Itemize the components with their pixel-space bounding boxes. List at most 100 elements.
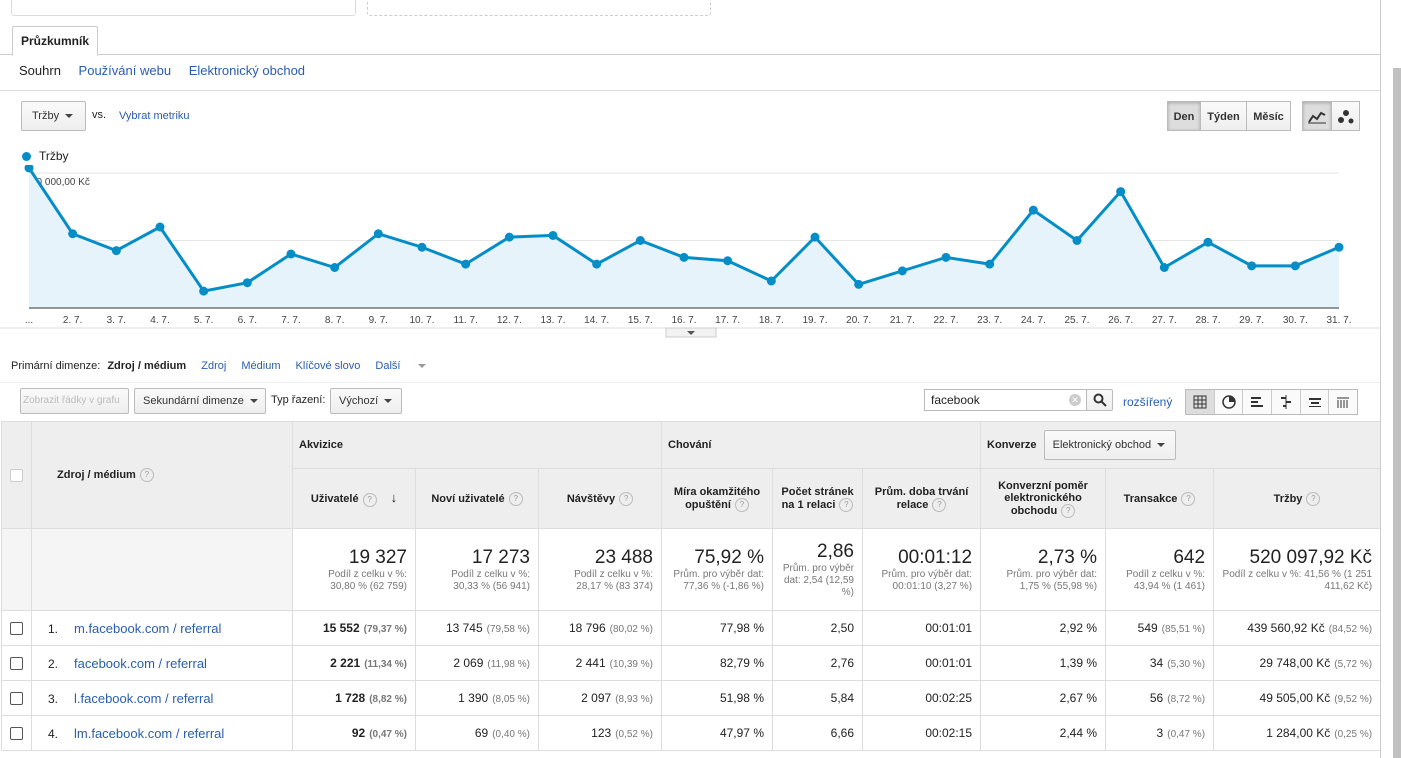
conversion-select[interactable]: Elektronický obchod	[1043, 430, 1177, 460]
data-point	[286, 249, 296, 259]
metric-select[interactable]: Tržby	[21, 101, 86, 131]
data-point	[1028, 205, 1038, 215]
row-visits-value: 2 097	[581, 691, 612, 705]
segment-box[interactable]	[11, 0, 356, 16]
row-source-link[interactable]: lm.facebook.com / referral	[74, 725, 225, 741]
revenue-line-chart: 40 000,00 Kč20 000,00 Kč...2. 7.3. 7.4. …	[0, 165, 1380, 338]
row-users-pct: (79,37 %)	[363, 624, 407, 635]
col-duration-label: Prům. doba trvání relace	[874, 485, 969, 511]
bar-view-icon[interactable]	[1243, 390, 1273, 414]
motion-chart-icon[interactable]	[1331, 101, 1360, 131]
x-tick-label: 3. 7.	[107, 315, 126, 326]
x-tick-label: 18. 7.	[759, 315, 784, 326]
row-rev-value: 49 505,00 Kč	[1259, 691, 1331, 705]
primary-dimension-bar: Primární dimenze: Zdroj / médium Zdroj M…	[11, 360, 450, 372]
col-users[interactable]: Uživatelé? ↓	[292, 468, 416, 529]
search-icon[interactable]	[1086, 389, 1113, 411]
data-point	[592, 259, 602, 269]
x-tick-label: 16. 7.	[671, 315, 696, 326]
primary-dimension-label: Primární dimenze:	[11, 360, 101, 372]
line-chart-icon[interactable]	[1302, 101, 1332, 131]
dimension-medium[interactable]: Médium	[241, 360, 281, 372]
legend-dot	[22, 152, 31, 162]
col-bounce-rate[interactable]: Míra okamžitého opuštění?	[661, 468, 773, 529]
total-value: 00:01:12	[898, 546, 973, 568]
row-conversion: 2,44 %	[980, 715, 1107, 751]
dimension-header[interactable]: Zdroj / médium?	[31, 421, 293, 529]
row-new-users: 69 (0,40 %)	[415, 715, 539, 751]
row-trans-value: 34	[1149, 656, 1164, 670]
dimension-header-label: Zdroj / médium	[57, 468, 136, 481]
advanced-filter-link[interactable]: rozšířený	[1123, 395, 1173, 409]
period-month-button[interactable]: Měsíc	[1246, 101, 1291, 131]
subtab-site-usage[interactable]: Používání webu	[78, 63, 172, 78]
subtab-ecommerce[interactable]: Elektronický obchod	[188, 63, 306, 78]
subtab-summary[interactable]: Souhrn	[19, 63, 61, 78]
row-new-value: 13 745	[445, 621, 483, 635]
period-day-button[interactable]: Den	[1167, 101, 1201, 131]
comparison-view-icon[interactable]	[1272, 390, 1301, 414]
row-pages: 2,76	[772, 645, 863, 681]
x-tick-label: 8. 7.	[325, 315, 344, 326]
help-icon: ?	[932, 497, 947, 512]
col-revenue[interactable]: Tržby?	[1213, 468, 1382, 529]
select-metric-link[interactable]: Vybrat metriku	[119, 110, 190, 122]
col-pages-per-session[interactable]: Počet stránek na 1 relaci?	[772, 468, 863, 529]
add-segment-box[interactable]	[367, 0, 711, 16]
col-avg-duration[interactable]: Prům. doba trvání relace?	[861, 468, 982, 529]
series-area	[29, 167, 1339, 308]
table-view-icon[interactable]	[1186, 390, 1215, 414]
row-new-pct: (8,05 %)	[492, 694, 530, 705]
row-checkbox[interactable]	[10, 622, 23, 636]
row-checkbox[interactable]	[10, 692, 23, 706]
dimension-more[interactable]: Další	[375, 360, 438, 372]
col-conversion-rate[interactable]: Konverzní poměr elektronického obchodu?	[980, 468, 1107, 529]
col-visits[interactable]: Návštěvy?	[538, 468, 662, 529]
select-all-checkbox[interactable]	[10, 468, 23, 482]
data-point	[417, 242, 427, 252]
secondary-dimension-select[interactable]: Sekundární dimenze	[134, 388, 266, 414]
tab-explorer[interactable]: Průzkumník	[12, 26, 99, 56]
data-point	[1203, 237, 1213, 247]
x-tick-label: 12. 7.	[497, 315, 522, 326]
row-source-link[interactable]: m.facebook.com / referral	[74, 620, 222, 636]
x-tick-label: 25. 7.	[1064, 315, 1089, 326]
plot-rows-button[interactable]: Zobrazit řádky v grafu	[20, 388, 129, 414]
clear-icon[interactable]: ✕	[1069, 394, 1081, 406]
dimension-keyword[interactable]: Klíčové slovo	[295, 360, 361, 372]
totals-spacer	[31, 528, 293, 611]
total-value: 17 273	[471, 546, 530, 568]
col-transactions[interactable]: Transakce?	[1105, 468, 1215, 529]
row-users-value: 2 221	[330, 656, 361, 670]
total-sub: Podíl z celku v %: 28,17 % (83 374)	[574, 568, 653, 592]
help-icon: ?	[619, 491, 634, 506]
period-week-button[interactable]: Týden	[1200, 101, 1247, 131]
group-conversion: Konverze Elektronický obchod	[980, 421, 1382, 469]
chevron-down-icon	[1157, 443, 1166, 448]
row-duration: 00:01:01	[861, 645, 982, 681]
dimension-source[interactable]: Zdroj	[201, 360, 227, 372]
row-source-link[interactable]: facebook.com / referral	[74, 655, 207, 671]
row-rev-value: 1 284,00 Kč	[1266, 726, 1331, 740]
search-input[interactable]: facebook ✕	[924, 389, 1087, 411]
pie-view-icon[interactable]	[1215, 390, 1244, 414]
term-cloud-view-icon[interactable]	[1301, 390, 1330, 414]
col-new-users[interactable]: Noví uživatelé?	[415, 468, 539, 529]
x-tick-label: 11. 7.	[454, 315, 478, 326]
row-checkbox-cell	[1, 715, 32, 751]
data-point	[635, 236, 645, 245]
row-pages: 5,84	[772, 680, 863, 716]
scrollbar[interactable]	[1393, 68, 1401, 758]
x-tick-label: 24. 7.	[1021, 315, 1046, 326]
sort-type-select[interactable]: Výchozí	[330, 388, 402, 414]
row-number: 1.	[48, 621, 59, 636]
pivot-view-icon[interactable]	[1329, 390, 1357, 414]
total-sub: Prům. pro výběr dat: 1,75 % (55,98 %)	[1006, 568, 1098, 592]
x-tick-label: 31. 7.	[1326, 315, 1351, 326]
row-users-pct: (8,82 %)	[369, 694, 407, 705]
row-checkbox[interactable]	[10, 657, 23, 671]
row-source-link[interactable]: l.facebook.com / referral	[74, 690, 214, 706]
data-point	[1159, 263, 1169, 272]
x-tick-label: 28. 7.	[1195, 315, 1220, 326]
row-checkbox[interactable]	[10, 727, 23, 741]
